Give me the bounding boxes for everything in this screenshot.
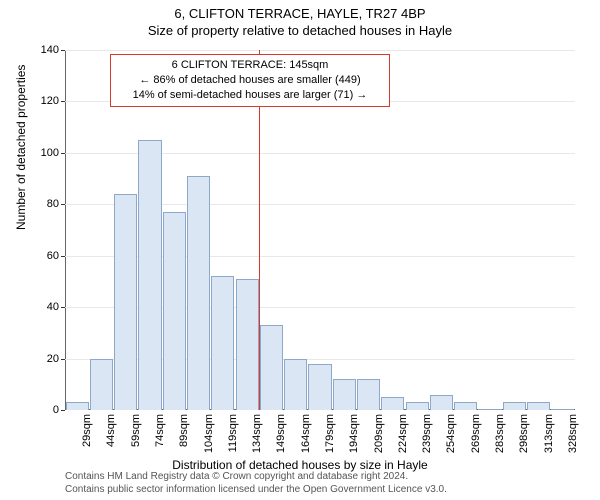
x-tick-label: 104sqm: [203, 414, 215, 453]
x-tick-label: 44sqm: [105, 414, 117, 447]
x-tick-label: 224sqm: [397, 414, 409, 453]
x-tick-label: 313sqm: [543, 414, 555, 453]
x-tick-label: 283sqm: [494, 414, 506, 453]
property-size-chart: 6, CLIFTON TERRACE, HAYLE, TR27 4BP Size…: [0, 0, 600, 500]
x-tick-label: 298sqm: [518, 414, 530, 453]
histogram-bar: [187, 176, 210, 410]
histogram-bar: [478, 409, 501, 410]
y-tick-mark: [61, 256, 65, 257]
annotation-line: 14% of semi-detached houses are larger (…: [119, 88, 381, 103]
y-tick-label: 140: [41, 44, 59, 56]
y-tick-mark: [61, 50, 65, 51]
histogram-bar: [527, 402, 550, 410]
histogram-bar: [138, 140, 161, 410]
histogram-bar: [114, 194, 137, 410]
chart-title: 6, CLIFTON TERRACE, HAYLE, TR27 4BP: [0, 0, 600, 21]
x-tick-label: 74sqm: [154, 414, 166, 447]
histogram-bar: [551, 409, 574, 410]
x-tick-label: 239sqm: [421, 414, 433, 453]
histogram-bar: [333, 379, 356, 410]
histogram-bar: [308, 364, 331, 410]
x-tick-label: 59sqm: [130, 414, 142, 447]
y-tick-mark: [61, 204, 65, 205]
chart-footer: Contains HM Land Registry data © Crown c…: [65, 471, 447, 496]
y-tick-label: 60: [47, 250, 59, 262]
y-tick-mark: [61, 359, 65, 360]
y-tick-label: 0: [53, 404, 59, 416]
x-tick-label: 29sqm: [81, 414, 93, 447]
footer-line-1: Contains HM Land Registry data © Crown c…: [65, 471, 447, 484]
y-tick-mark: [61, 153, 65, 154]
x-axis-label: Distribution of detached houses by size …: [0, 458, 600, 472]
histogram-bar: [163, 212, 186, 410]
chart-subtitle: Size of property relative to detached ho…: [0, 21, 600, 38]
x-tick-label: 209sqm: [373, 414, 385, 453]
grid-line: [65, 50, 575, 51]
histogram-bar: [381, 397, 404, 410]
histogram-bar: [406, 402, 429, 410]
y-tick-label: 100: [41, 147, 59, 159]
y-tick-mark: [61, 410, 65, 411]
histogram-bar: [66, 402, 89, 410]
y-axis-line: [65, 50, 66, 410]
y-tick-label: 80: [47, 198, 59, 210]
histogram-bar: [430, 395, 453, 410]
y-tick-mark: [61, 101, 65, 102]
x-tick-label: 164sqm: [300, 414, 312, 453]
histogram-bar: [503, 402, 526, 410]
y-axis-label: Number of detached properties: [14, 65, 28, 230]
annotation-line: 6 CLIFTON TERRACE: 145sqm: [119, 58, 381, 73]
histogram-bar: [284, 359, 307, 410]
footer-line-2: Contains public sector information licen…: [65, 484, 447, 497]
histogram-bar: [357, 379, 380, 410]
x-tick-label: 134sqm: [251, 414, 263, 453]
x-tick-label: 194sqm: [348, 414, 360, 453]
x-tick-label: 328sqm: [567, 414, 579, 453]
histogram-bar: [90, 359, 113, 410]
x-tick-label: 254sqm: [445, 414, 457, 453]
y-tick-label: 120: [41, 95, 59, 107]
y-tick-mark: [61, 307, 65, 308]
annotation-line: ← 86% of detached houses are smaller (44…: [119, 73, 381, 88]
histogram-bar: [211, 276, 234, 410]
x-tick-label: 89sqm: [178, 414, 190, 447]
x-tick-label: 119sqm: [227, 414, 239, 452]
y-tick-label: 40: [47, 301, 59, 313]
y-tick-label: 20: [47, 353, 59, 365]
histogram-bar: [454, 402, 477, 410]
x-tick-label: 269sqm: [470, 414, 482, 453]
x-tick-label: 179sqm: [324, 414, 336, 453]
x-tick-label: 149sqm: [275, 414, 287, 453]
annotation-box: 6 CLIFTON TERRACE: 145sqm← 86% of detach…: [110, 54, 390, 107]
histogram-bar: [260, 325, 283, 410]
histogram-bar: [236, 279, 259, 410]
